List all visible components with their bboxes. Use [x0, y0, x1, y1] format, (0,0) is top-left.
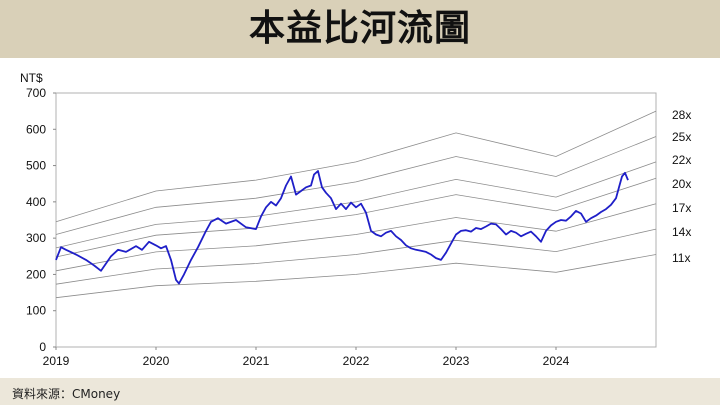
pe-band-label: 20x	[672, 177, 691, 191]
pe-band-label: 14x	[672, 225, 691, 239]
y-tick-labels: 0 100 200 300 400 500 600 700	[26, 86, 56, 354]
pe-band-28x	[55, 110, 657, 223]
pe-band-label: 25x	[672, 130, 691, 144]
pe-band-25x	[55, 136, 657, 235]
x-tick-label: 2023	[443, 354, 470, 368]
price-series	[55, 170, 629, 285]
pe-band-11x	[55, 254, 657, 299]
y-axis-unit-label: NT$	[20, 71, 43, 85]
page-title: 本益比河流圖	[248, 8, 471, 49]
pe-bands	[55, 110, 657, 299]
pe-band-label: 22x	[672, 153, 691, 167]
x-tick-label: 2019	[43, 354, 70, 368]
x-tick-label: 2021	[243, 354, 270, 368]
x-tick-labels: 2019 2020 2021 2022 2023 2024	[43, 347, 570, 368]
y-tick-label: 700	[26, 86, 46, 100]
price-line	[55, 170, 629, 285]
pe-band-label: 11x	[672, 251, 690, 265]
pe-band-label: 28x	[672, 108, 691, 122]
x-tick-label: 2024	[543, 354, 570, 368]
pe-band-14x	[55, 228, 657, 285]
footer-bar	[0, 378, 720, 405]
pe-band-22x	[55, 161, 657, 249]
pe-band-label: 17x	[672, 201, 691, 215]
pe-band-labels: 28x 25x 22x 20x 17x 14x 11x	[672, 108, 691, 265]
x-tick-label: 2020	[143, 354, 170, 368]
source-note: 資料來源：CMoney	[12, 387, 121, 401]
y-tick-label: 600	[26, 122, 46, 136]
y-tick-label: 400	[26, 195, 46, 209]
title-banner	[0, 0, 720, 58]
y-tick-label: 100	[26, 304, 46, 318]
chart-panel	[12, 66, 708, 378]
y-tick-label: 300	[26, 231, 46, 245]
y-tick-label: 0	[39, 340, 46, 354]
y-tick-label: 500	[26, 159, 46, 173]
y-tick-label: 200	[26, 267, 46, 281]
pe-band-20x	[55, 177, 657, 258]
pe-band-17x	[55, 203, 657, 272]
x-tick-label: 2022	[343, 354, 370, 368]
